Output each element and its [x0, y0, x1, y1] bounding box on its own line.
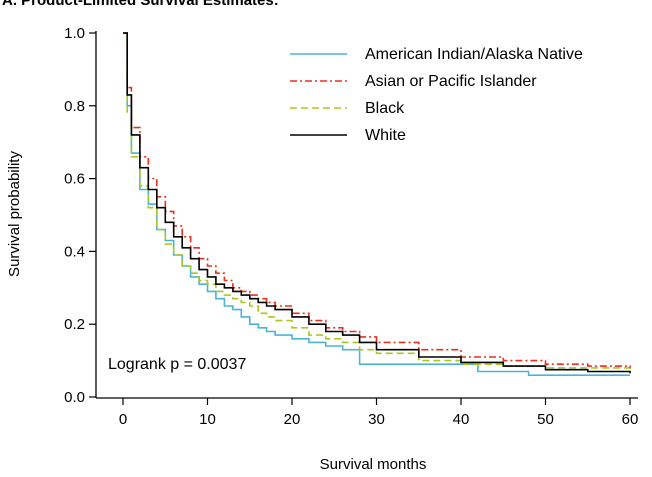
- plot-lines: [123, 32, 631, 376]
- y-tick-label: 0.8: [64, 98, 85, 115]
- x-tick-label: 20: [284, 411, 301, 428]
- logrank-annotation: Logrank p = 0.0037: [108, 356, 246, 373]
- y-tick-label: 0.6: [64, 171, 85, 188]
- x-tick-label: 60: [622, 411, 639, 428]
- series-line-asian-or-pacific-islander: [123, 32, 631, 368]
- x-tick-label: 50: [537, 411, 554, 428]
- x-axis-label: Survival months: [320, 456, 427, 473]
- chart-title: A. Product-Limited Survival Estimates:: [2, 0, 279, 9]
- series-line-white: [123, 32, 631, 374]
- legend-label: American Indian/Alaska Native: [365, 46, 583, 63]
- x-tick-label: 0: [119, 411, 127, 428]
- series-line-black: [123, 32, 631, 370]
- legend: American Indian/Alaska Native Asian or Pa…: [290, 46, 583, 144]
- y-tick-label: 0.4: [64, 243, 85, 260]
- axes: 0 10 20 30 40 50 60 0.0 0.2 0.4 0.6 0.8 1.0: [64, 25, 638, 428]
- y-tick-label: 0.2: [64, 316, 85, 333]
- legend-label: Black: [365, 100, 405, 117]
- y-axis-label: Survival probability: [6, 151, 23, 277]
- x-tick-label: 30: [368, 411, 385, 428]
- x-tick-label: 40: [453, 411, 470, 428]
- y-tick-label: 1.0: [64, 25, 85, 42]
- x-tick-label: 10: [199, 411, 216, 428]
- y-tick-label: 0.0: [64, 389, 85, 406]
- legend-label: Asian or Pacific Islander: [365, 73, 537, 90]
- legend-label: White: [365, 127, 406, 144]
